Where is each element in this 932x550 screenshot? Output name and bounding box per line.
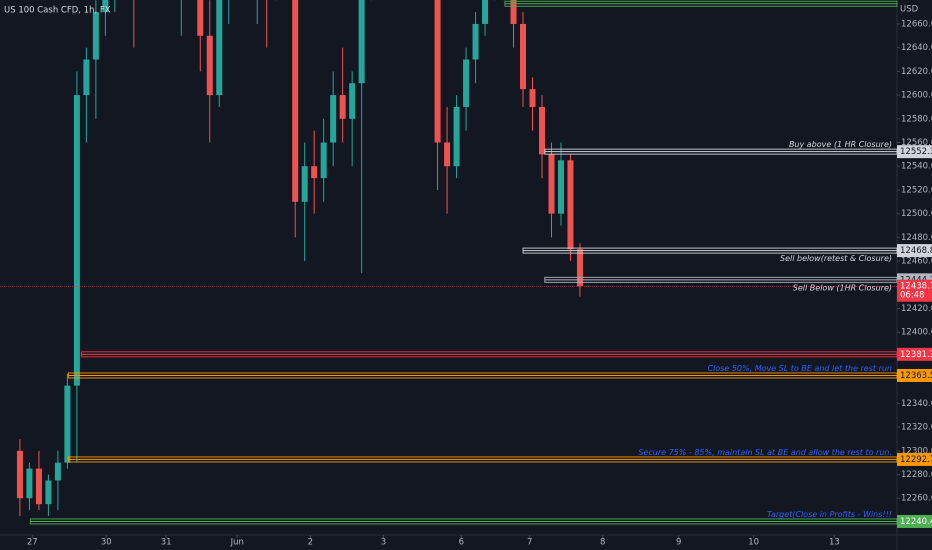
candle-body [510,0,517,24]
candle-body [216,0,223,96]
currency: USD [900,5,919,15]
candle-body [92,12,99,60]
candle-body [73,95,80,386]
candle-body [35,468,42,505]
x-tick-label: 31 [161,538,172,548]
y-tick-label: 12340.00 [901,399,932,409]
candle-body [567,160,574,250]
y-tick-label: 12560.00 [901,138,932,148]
y-tick-label: 12640.00 [901,43,932,53]
candle-body [64,385,71,463]
x-tick-label: 2 [308,538,313,548]
price-label: 12552.30 [900,147,932,157]
candle-body [482,0,489,24]
x-tick-label: 10 [748,538,759,548]
y-tick-label: 12400.00 [901,328,932,338]
x-tick-label: 13 [829,538,840,548]
level-note: Secure 75% - 85%, maintain SL at BE and … [638,448,892,457]
candle-body [330,95,337,143]
price-label: 12292.73 [900,455,932,465]
y-tick-label: 12600.00 [901,91,932,101]
y-tick-label: 12420.00 [901,304,932,314]
candle-body [463,59,470,107]
y-tick-label: 12660.00 [901,19,932,29]
countdown: 06:48 [900,291,925,301]
candle-body [548,154,555,214]
y-tick-label: 12580.00 [901,114,932,124]
price-label-bg [897,145,932,159]
candle-body [538,106,545,155]
candle-body [520,23,527,90]
candle-body [292,0,299,202]
x-tick-label: 8 [600,538,605,548]
price-label-bg [897,368,932,382]
level-note: Sell below(retest & Closure) [780,254,892,263]
level-note: Target(Close in Profits - Wins!!! [767,510,892,519]
y-tick-label: 12500.00 [901,209,932,219]
candle-body [301,166,308,202]
y-tick-label: 12260.00 [901,494,932,504]
candle-body [197,0,204,36]
x-tick-label: 27 [27,538,38,548]
candle-body [320,142,327,179]
y-tick-label: 12300.00 [901,446,932,456]
y-tick-label: 12620.00 [901,67,932,77]
y-tick-label: 12520.00 [901,185,932,195]
candle-body [453,106,460,167]
level-note: Buy above (1 HR Closure) [789,140,892,149]
candle-body [83,59,90,96]
price-label: 12240.43 [900,517,932,527]
candle-body [349,83,356,119]
candle-body [26,468,33,499]
price-label-bg [897,514,932,528]
x-tick-label: Jun [230,538,244,548]
price-label-bg [897,452,932,466]
level-note: Close 50%, Move SL to BE and let the res… [707,364,892,373]
x-tick-label: 9 [676,538,681,548]
candle-body [16,450,23,499]
candle-body [206,35,213,96]
x-tick-label: 30 [101,538,112,548]
y-tick-label: 12480.00 [901,233,932,243]
candle-body [472,23,479,60]
candle-body [444,142,451,167]
candle-body [45,480,52,505]
candle-body [358,0,365,84]
candle-body [576,249,583,287]
y-tick-label: 12540.00 [901,162,932,172]
chart-title: US 100 Cash CFD, 1h, FX [4,6,111,16]
candle-body [54,462,61,481]
x-tick-label: 3 [381,538,386,548]
price-label: 12381.37 [900,350,932,360]
price-label: 12468.86 [900,246,932,256]
last-price-bg [897,279,932,302]
last-price-label: 12438.79 [900,282,932,292]
price-label-bg [897,347,932,361]
candle-body [557,160,564,214]
plot-area [16,0,583,517]
candle-body [434,0,441,143]
y-tick-label: 12320.00 [901,423,932,433]
y-tick-label: 12280.00 [901,470,932,480]
candle-body [311,166,318,179]
candle-body [339,95,346,119]
candle-body [529,89,536,107]
price-label: 12363.54 [900,371,932,381]
price-label-bg [897,244,932,258]
candle-body [102,0,109,13]
x-tick-label: 7 [527,538,532,548]
y-tick-label: 12460.00 [901,257,932,267]
x-tick-label: 6 [459,538,464,548]
level-note: Sell Below (1HR Closure) [793,283,892,292]
